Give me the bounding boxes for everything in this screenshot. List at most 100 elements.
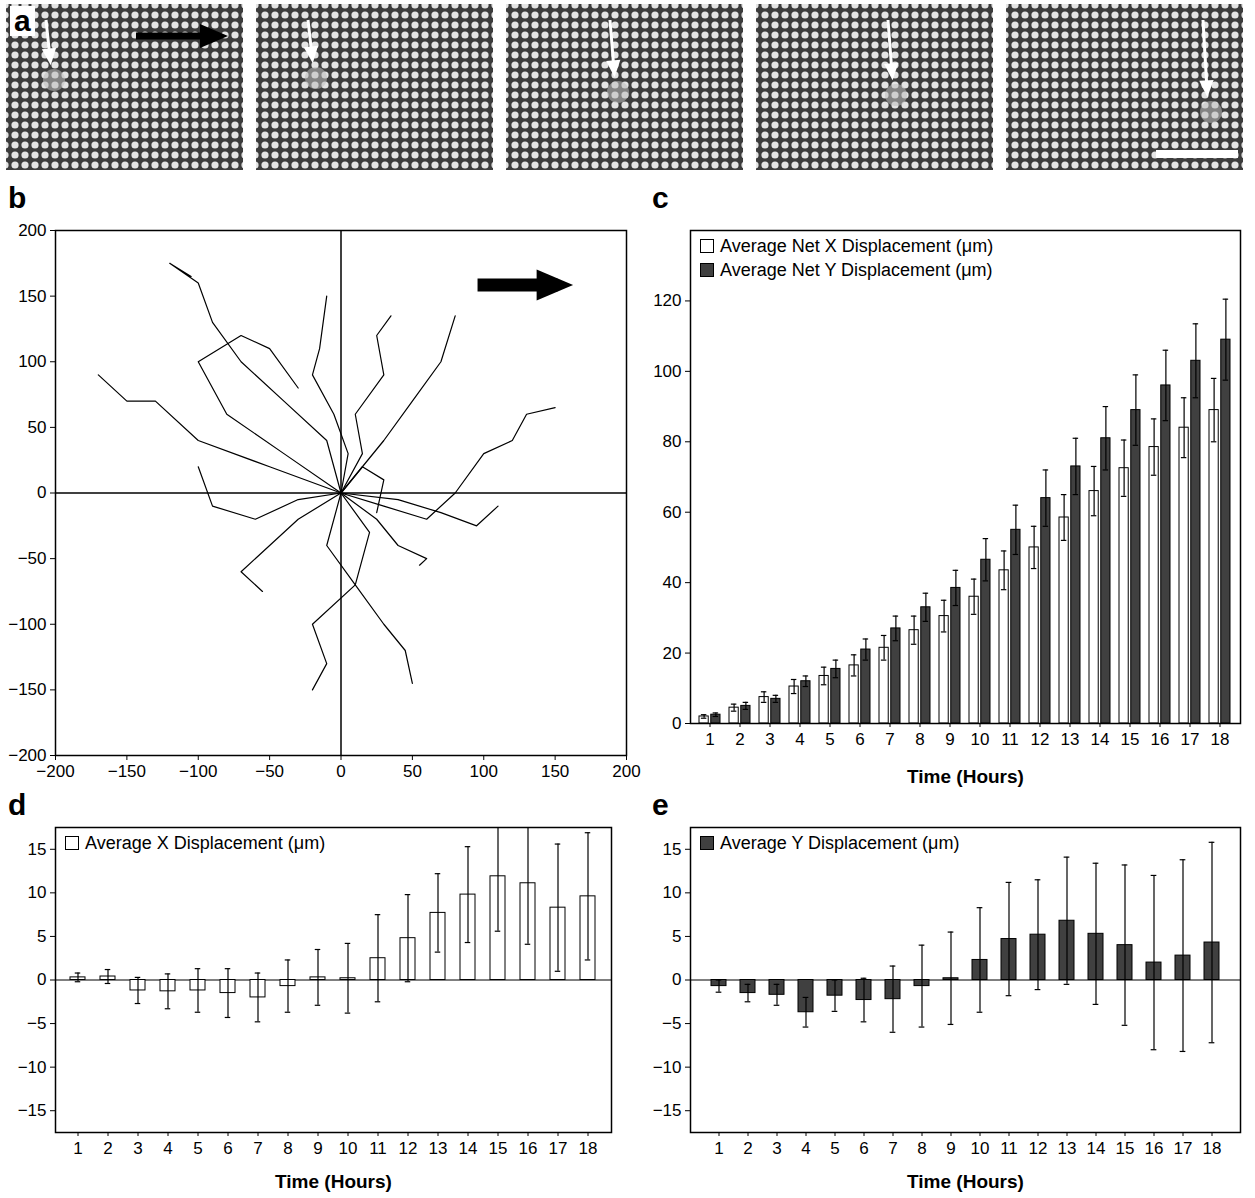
svg-text:Time (Hours): Time (Hours) — [907, 1171, 1024, 1192]
svg-text:5: 5 — [830, 1139, 839, 1158]
svg-text:3: 3 — [133, 1139, 142, 1158]
svg-text:9: 9 — [945, 730, 954, 749]
svg-text:6: 6 — [859, 1139, 868, 1158]
html-text:Average Y Displacement (μm): Average Y Displacement (μm) — [720, 833, 960, 853]
svg-text:14: 14 — [1087, 1139, 1106, 1158]
svg-text:18: 18 — [1211, 730, 1230, 749]
svg-text:4: 4 — [163, 1139, 172, 1158]
svg-text:14: 14 — [459, 1139, 478, 1158]
svg-text:15: 15 — [1121, 730, 1140, 749]
svg-text:11: 11 — [1001, 730, 1019, 749]
svg-text:−200: −200 — [8, 745, 47, 765]
svg-text:Time (Hours): Time (Hours) — [275, 1171, 392, 1192]
svg-text:1: 1 — [705, 730, 714, 749]
svg-text:11: 11 — [1000, 1139, 1018, 1158]
svg-text:−15: −15 — [653, 1101, 682, 1120]
svg-text:−200: −200 — [36, 762, 74, 781]
svg-text:2: 2 — [735, 730, 744, 749]
svg-text:15: 15 — [663, 840, 682, 859]
svg-text:10: 10 — [28, 883, 47, 902]
svg-text:40: 40 — [663, 573, 682, 592]
svg-text:16: 16 — [1145, 1139, 1164, 1158]
svg-text:100: 100 — [18, 352, 46, 371]
svg-text:15: 15 — [28, 840, 47, 859]
svg-text:15: 15 — [1116, 1139, 1135, 1158]
svg-text:6: 6 — [223, 1139, 232, 1158]
svg-text:0: 0 — [37, 970, 46, 989]
svg-text:17: 17 — [549, 1139, 568, 1158]
svg-text:6: 6 — [855, 730, 864, 749]
svg-text:100: 100 — [470, 762, 498, 781]
svg-text:9: 9 — [946, 1139, 955, 1158]
svg-text:−15: −15 — [18, 1101, 47, 1120]
svg-text:120: 120 — [653, 291, 681, 310]
svg-text:−10: −10 — [653, 1058, 682, 1077]
svg-text:150: 150 — [18, 287, 46, 306]
svg-text:8: 8 — [915, 730, 924, 749]
html-text:Average Net X Displacement (μm: Average Net X Displacement (μm) — [720, 236, 994, 256]
svg-text:50: 50 — [28, 418, 47, 437]
svg-text:100: 100 — [653, 362, 681, 381]
svg-text:18: 18 — [1203, 1139, 1222, 1158]
svg-text:−10: −10 — [18, 1058, 47, 1077]
svg-text:14: 14 — [1091, 730, 1110, 749]
svg-text:10: 10 — [663, 883, 682, 902]
svg-text:10: 10 — [971, 730, 990, 749]
html-text:Average X Displacement (μm): Average X Displacement (μm) — [85, 833, 326, 853]
svg-text:3: 3 — [765, 730, 774, 749]
svg-text:60: 60 — [663, 503, 682, 522]
svg-text:13: 13 — [1061, 730, 1080, 749]
svg-text:0: 0 — [37, 483, 46, 502]
svg-text:−150: −150 — [8, 680, 46, 699]
svg-text:8: 8 — [283, 1139, 292, 1158]
svg-text:16: 16 — [1151, 730, 1170, 749]
svg-text:5: 5 — [672, 927, 681, 946]
svg-text:17: 17 — [1174, 1139, 1193, 1158]
svg-text:8: 8 — [917, 1139, 926, 1158]
svg-text:7: 7 — [885, 730, 894, 749]
svg-text:1: 1 — [714, 1139, 723, 1158]
svg-text:10: 10 — [971, 1139, 990, 1158]
svg-text:18: 18 — [579, 1139, 598, 1158]
svg-text:11: 11 — [369, 1139, 387, 1158]
svg-text:12: 12 — [1029, 1139, 1048, 1158]
svg-text:−5: −5 — [27, 1014, 46, 1033]
svg-text:Time (Hours): Time (Hours) — [907, 766, 1024, 787]
svg-text:7: 7 — [253, 1139, 262, 1158]
svg-text:13: 13 — [1058, 1139, 1077, 1158]
svg-text:4: 4 — [801, 1139, 810, 1158]
svg-text:16: 16 — [519, 1139, 538, 1158]
svg-text:−100: −100 — [8, 615, 46, 634]
svg-text:2: 2 — [743, 1139, 752, 1158]
svg-text:2: 2 — [103, 1139, 112, 1158]
svg-text:13: 13 — [429, 1139, 448, 1158]
svg-text:50: 50 — [403, 762, 422, 781]
svg-text:3: 3 — [772, 1139, 781, 1158]
svg-text:1: 1 — [73, 1139, 82, 1158]
svg-text:12: 12 — [399, 1139, 418, 1158]
svg-text:−5: −5 — [662, 1014, 681, 1033]
svg-text:80: 80 — [663, 432, 682, 451]
svg-text:5: 5 — [37, 927, 46, 946]
svg-text:5: 5 — [193, 1139, 202, 1158]
svg-text:5: 5 — [825, 730, 834, 749]
svg-text:−150: −150 — [108, 762, 146, 781]
svg-text:0: 0 — [672, 714, 681, 733]
svg-text:7: 7 — [888, 1139, 897, 1158]
svg-text:0: 0 — [672, 970, 681, 989]
svg-text:9: 9 — [313, 1139, 322, 1158]
svg-text:0: 0 — [336, 762, 345, 781]
svg-text:12: 12 — [1031, 730, 1050, 749]
svg-text:4: 4 — [795, 730, 804, 749]
html-text:Average Net Y Displacement (μm: Average Net Y Displacement (μm) — [720, 260, 993, 280]
svg-text:−50: −50 — [18, 549, 47, 568]
svg-text:−100: −100 — [179, 762, 217, 781]
svg-text:15: 15 — [489, 1139, 508, 1158]
svg-text:10: 10 — [339, 1139, 358, 1158]
svg-text:150: 150 — [541, 762, 569, 781]
svg-text:200: 200 — [18, 221, 46, 240]
svg-text:−50: −50 — [255, 762, 284, 781]
svg-text:200: 200 — [612, 762, 640, 781]
svg-text:20: 20 — [663, 644, 682, 663]
svg-text:17: 17 — [1181, 730, 1200, 749]
